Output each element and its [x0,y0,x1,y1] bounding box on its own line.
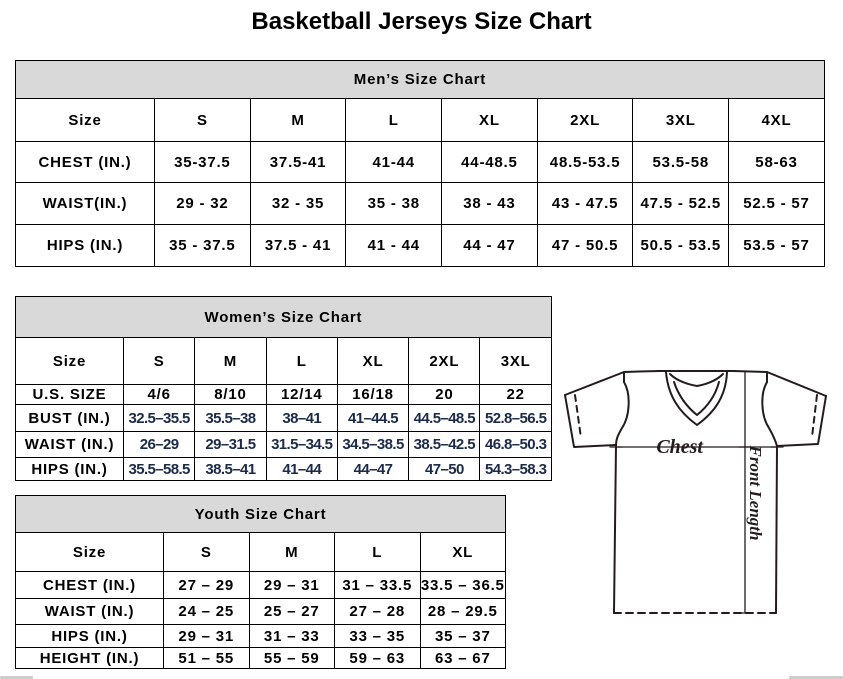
svg-text:Chest: Chest [656,436,704,458]
svg-text:Front Length: Front Length [746,445,765,541]
